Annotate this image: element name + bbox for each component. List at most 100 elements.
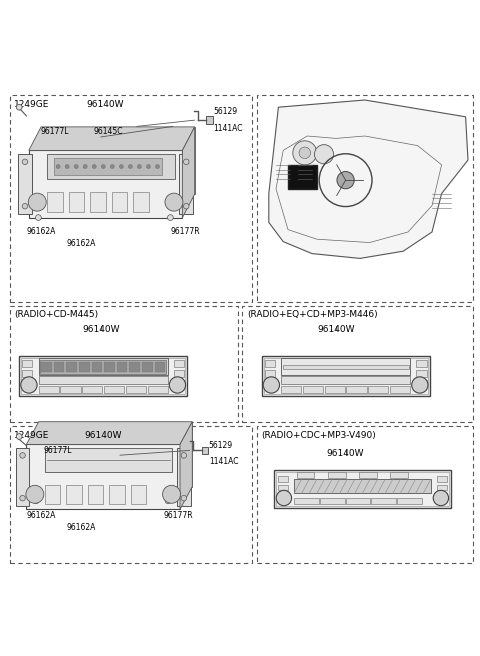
Bar xyxy=(66,485,82,504)
Bar xyxy=(10,426,252,564)
Circle shape xyxy=(28,193,46,211)
Bar xyxy=(372,498,396,504)
Bar xyxy=(417,370,427,377)
Circle shape xyxy=(183,159,189,165)
Bar xyxy=(174,380,184,386)
Bar xyxy=(347,386,367,393)
Bar xyxy=(417,380,427,386)
Text: 96140W: 96140W xyxy=(317,325,355,334)
Bar xyxy=(297,472,314,478)
Bar xyxy=(38,376,168,384)
Text: 1141AC: 1141AC xyxy=(214,124,243,133)
Circle shape xyxy=(181,453,187,458)
Text: 96162A: 96162A xyxy=(26,512,56,520)
Text: 1249GE: 1249GE xyxy=(14,100,50,109)
Bar xyxy=(257,95,473,302)
Bar xyxy=(264,360,275,367)
Bar xyxy=(66,362,77,371)
Text: 96140W: 96140W xyxy=(82,325,120,334)
Bar xyxy=(88,485,103,504)
Bar xyxy=(262,356,430,396)
Bar xyxy=(320,498,345,504)
Text: 56129: 56129 xyxy=(209,441,233,450)
Circle shape xyxy=(263,377,279,393)
Circle shape xyxy=(128,165,132,169)
Bar xyxy=(242,306,473,422)
Circle shape xyxy=(165,498,171,504)
Bar xyxy=(79,362,90,371)
Bar xyxy=(45,485,60,504)
Bar xyxy=(126,386,146,393)
Bar xyxy=(19,356,187,396)
Bar xyxy=(41,362,52,371)
Bar xyxy=(131,485,146,504)
Text: 96140W: 96140W xyxy=(327,449,364,458)
Circle shape xyxy=(156,165,159,169)
Bar xyxy=(437,476,447,482)
Circle shape xyxy=(183,203,189,209)
Bar xyxy=(206,116,213,124)
Text: 96177R: 96177R xyxy=(163,512,193,520)
Text: 96177L: 96177L xyxy=(43,446,72,455)
Polygon shape xyxy=(269,100,468,258)
Circle shape xyxy=(65,165,69,169)
Bar xyxy=(29,150,182,218)
Bar xyxy=(40,360,166,373)
Circle shape xyxy=(21,377,37,393)
Bar xyxy=(274,470,451,508)
Bar xyxy=(104,386,124,393)
Bar xyxy=(264,380,275,386)
Bar xyxy=(276,472,449,506)
Bar xyxy=(437,493,447,499)
Text: (RADIO+CDC+MP3-V490): (RADIO+CDC+MP3-V490) xyxy=(262,431,376,440)
Circle shape xyxy=(83,165,87,169)
Circle shape xyxy=(26,485,44,503)
Bar xyxy=(21,358,185,394)
Bar xyxy=(54,362,64,371)
Circle shape xyxy=(137,165,142,169)
Circle shape xyxy=(110,165,114,169)
Text: 96177L: 96177L xyxy=(41,127,69,136)
Bar xyxy=(278,493,288,499)
Bar xyxy=(257,426,473,564)
Bar xyxy=(82,386,102,393)
Bar xyxy=(177,447,191,506)
Circle shape xyxy=(169,377,186,393)
Bar xyxy=(38,358,168,375)
Bar xyxy=(47,192,62,213)
Bar xyxy=(90,192,106,213)
Bar xyxy=(390,472,408,478)
Bar xyxy=(278,476,288,482)
Text: 96162A: 96162A xyxy=(67,523,96,533)
Circle shape xyxy=(56,165,60,169)
Text: 96162A: 96162A xyxy=(26,227,56,236)
Bar xyxy=(294,498,319,504)
Circle shape xyxy=(36,215,41,220)
Text: 56129: 56129 xyxy=(214,107,238,116)
Bar xyxy=(130,362,140,371)
Bar xyxy=(390,386,410,393)
Circle shape xyxy=(276,490,291,506)
Bar xyxy=(69,192,84,213)
Bar xyxy=(10,95,252,302)
Bar xyxy=(22,370,32,377)
Bar xyxy=(278,485,288,490)
Circle shape xyxy=(293,141,317,165)
Circle shape xyxy=(337,171,354,189)
Circle shape xyxy=(146,165,150,169)
Circle shape xyxy=(22,203,28,209)
Bar xyxy=(359,472,377,478)
Bar xyxy=(26,444,180,509)
Circle shape xyxy=(16,434,22,440)
Bar xyxy=(18,154,32,215)
Circle shape xyxy=(163,485,180,503)
Text: 96177R: 96177R xyxy=(170,227,200,236)
Bar xyxy=(180,154,193,215)
Bar xyxy=(47,154,175,178)
Polygon shape xyxy=(39,422,192,487)
Bar xyxy=(54,158,162,175)
Bar xyxy=(437,485,447,490)
Circle shape xyxy=(16,104,22,110)
Circle shape xyxy=(181,495,187,501)
Circle shape xyxy=(412,377,428,393)
